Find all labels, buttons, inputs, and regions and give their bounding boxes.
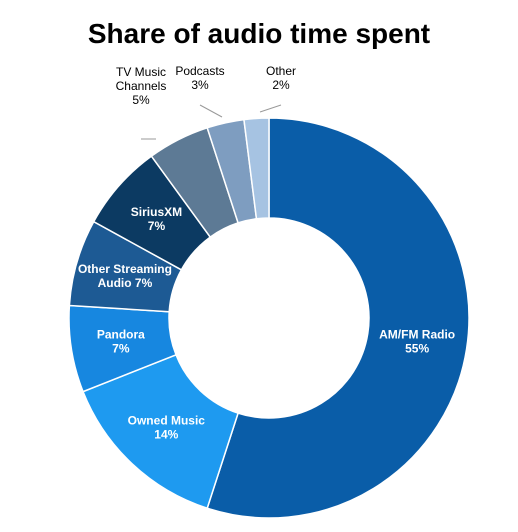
slice-label-owned-music: Owned Music 14% xyxy=(128,413,206,441)
chart-title: Share of audio time spent xyxy=(87,18,431,49)
slice-label-am-fm-radio: AM/FM Radio 55% xyxy=(379,327,455,355)
slice-am-fm-radio xyxy=(206,117,470,519)
slice-label-other-streaming-audio-7: Other Streaming Audio 7% xyxy=(78,262,172,290)
slice-other xyxy=(243,117,270,220)
leader-line-other xyxy=(259,104,282,113)
slice-label-tv-music-channels: TV Music Channels 5% xyxy=(116,65,167,107)
slice-label-podcasts: Podcasts 3% xyxy=(175,64,224,92)
slice-label-pandora: Pandora 7% xyxy=(97,327,145,355)
leader-line-podcasts xyxy=(199,104,223,118)
slice-label-siriusxm: SiriusXM 7% xyxy=(131,205,182,233)
slice-label-other: Other 2% xyxy=(266,64,296,92)
